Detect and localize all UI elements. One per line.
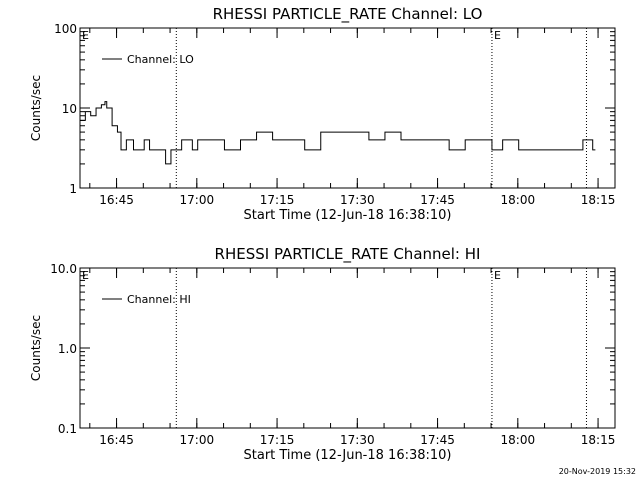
y-tick-label: 100	[54, 22, 77, 36]
legend-entry: Channel: LO	[127, 53, 194, 66]
x-tick-label: 17:45	[420, 193, 455, 207]
x-tick-label: 18:15	[581, 433, 616, 447]
y-tick-label: 10.0	[50, 262, 77, 276]
x-tick-label: 18:15	[581, 193, 616, 207]
x-tick-label: 18:00	[501, 193, 536, 207]
x-tick-label: 18:00	[501, 433, 536, 447]
chart-panel-1: RHESSI PARTICLE_RATE Channel: LO 1 10 100 16…	[29, 5, 616, 223]
y-tick-label: 0.1	[58, 422, 77, 436]
x-tick-label: 16:45	[99, 433, 134, 447]
legend-entry: Channel: HI	[127, 293, 191, 306]
event-marker-label: E	[494, 269, 501, 282]
x-tick-label: 16:45	[99, 193, 134, 207]
generation-timestamp: 20-Nov-2019 15:32	[559, 467, 636, 476]
y-axis-label: Counts/sec	[29, 75, 43, 141]
x-tick-label: 17:00	[180, 433, 215, 447]
chart-title: RHESSI PARTICLE_RATE Channel: LO	[213, 5, 483, 24]
x-tick-label: 17:00	[180, 193, 215, 207]
y-tick-label: 1.0	[58, 342, 77, 356]
event-marker-label: E	[82, 29, 89, 42]
y-axis-label: Counts/sec	[29, 315, 43, 381]
series-line-channel-lo	[80, 101, 596, 165]
x-tick-label: 17:15	[260, 193, 295, 207]
x-tick-label: 17:30	[340, 193, 375, 207]
chart-title: RHESSI PARTICLE_RATE Channel: HI	[215, 245, 481, 264]
x-tick-label: 17:30	[340, 433, 375, 447]
chart-panel-2: RHESSI PARTICLE_RATE Channel: HI 0.1 1.0 10…	[29, 245, 616, 463]
event-marker-label: E	[494, 29, 501, 42]
y-tick-label: 10	[62, 102, 77, 116]
x-tick-label: 17:45	[420, 433, 455, 447]
x-tick-label: 17:15	[260, 433, 295, 447]
y-tick-label: 1	[69, 182, 77, 196]
x-axis-label: Start Time (12-Jun-18 16:38:10)	[244, 448, 452, 463]
x-axis-label: Start Time (12-Jun-18 16:38:10)	[244, 208, 452, 223]
event-marker-label: E	[82, 269, 89, 282]
